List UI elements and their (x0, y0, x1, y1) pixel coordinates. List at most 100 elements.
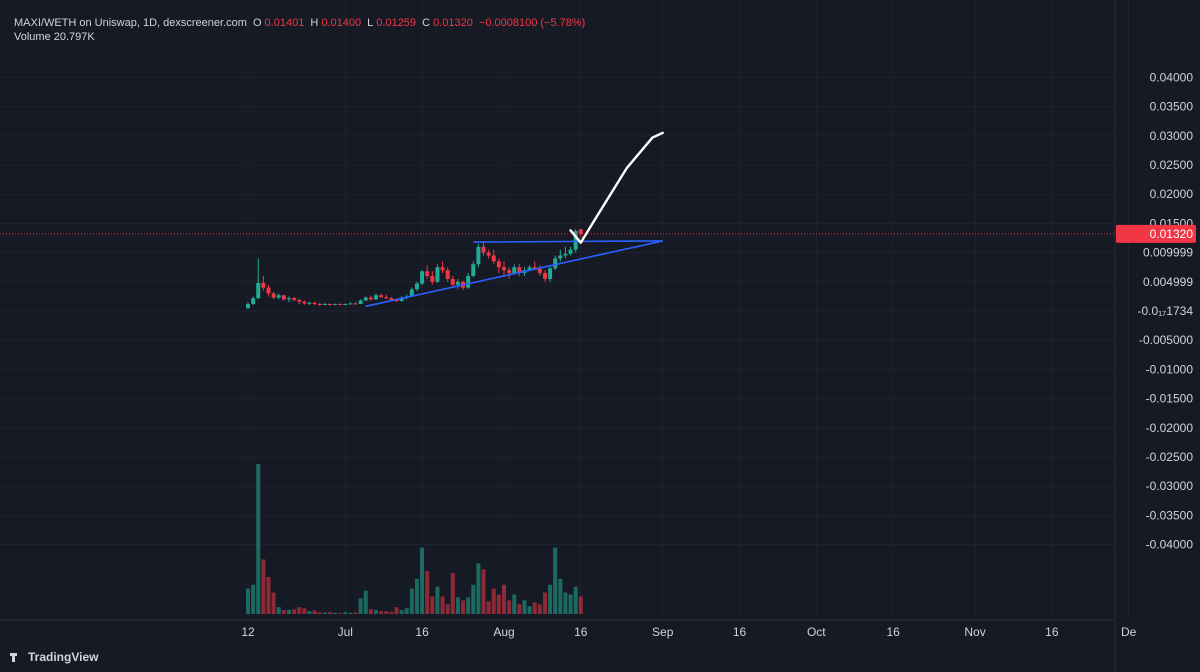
volume-bar (251, 584, 256, 614)
volume-bar (440, 596, 445, 614)
open-value: 0.01401 (264, 17, 305, 29)
time-tick-label: 16 (1045, 625, 1059, 639)
volume-bar (517, 604, 522, 614)
candle-body (481, 246, 486, 253)
candle-body (517, 267, 522, 274)
candle-body (292, 298, 297, 300)
volume-bar (527, 606, 532, 614)
volume-bar (297, 607, 302, 614)
candle-body (578, 229, 583, 234)
volume-bar (455, 597, 460, 614)
candle-body (542, 273, 547, 279)
price-tick-label: -0.04000 (1146, 538, 1194, 552)
volume-bar (261, 559, 266, 614)
volume-bar (343, 612, 348, 614)
candle-body (486, 252, 491, 256)
candle-body (271, 293, 276, 298)
grid (0, 0, 1130, 620)
candle-body (409, 289, 414, 297)
candle-body (307, 302, 312, 304)
open-label: O (252, 17, 262, 29)
candle-body (379, 295, 384, 297)
volume-bar (502, 584, 506, 614)
candle-body (266, 287, 271, 294)
price-tick-label: 0.009999 (1143, 246, 1193, 260)
volume-bar (573, 586, 578, 614)
price-tick-label: 0.03000 (1150, 129, 1194, 143)
price-tick-label: -0.02000 (1146, 421, 1194, 435)
volume-bar (399, 610, 404, 614)
candle-body (502, 267, 506, 271)
candle-body (338, 303, 343, 305)
volume-bar (281, 610, 286, 614)
candle-body (532, 267, 537, 269)
symbol-title[interactable]: MAXI/WETH on Uniswap, 1D, dexscreener.co… (14, 17, 247, 29)
volume-bar (379, 611, 384, 614)
candle-body (563, 253, 568, 256)
volume-bar (491, 588, 496, 614)
time-tick-label: Aug (493, 625, 514, 639)
time-tick-label: Jul (338, 625, 353, 639)
brand-name: TradingView (28, 650, 99, 664)
tradingview-logo-icon (10, 652, 24, 662)
candle-body (394, 299, 399, 302)
candle-body (548, 268, 553, 279)
volume-bar (389, 611, 394, 614)
price-tick-label: 0.02000 (1150, 187, 1194, 201)
volume-bar (266, 576, 271, 614)
price-tick-label: -0.01500 (1146, 392, 1194, 406)
candle-body (512, 267, 517, 274)
candle-body (333, 303, 338, 305)
candle-body (507, 270, 512, 274)
price-tag-box (1116, 224, 1196, 243)
volume-bar (394, 607, 399, 614)
volume-bar (414, 578, 419, 614)
volume-bar (471, 584, 476, 614)
volume-bar (563, 592, 568, 614)
candle-body (450, 278, 455, 285)
volume-bar (558, 578, 563, 614)
candle-body (327, 303, 332, 305)
time-axis[interactable]: 12 Jul 16 Aug 16 Sep 16 Oct 16 Nov 16 De (241, 625, 1136, 639)
candle-body (246, 303, 250, 309)
price-tick-label: 0.03500 (1150, 100, 1194, 114)
volume-bar (420, 547, 425, 614)
volume-bar (286, 609, 291, 614)
volume-bar (507, 600, 512, 614)
volume-bar (568, 594, 573, 614)
time-tick-label: 12 (241, 625, 255, 639)
candle-body (343, 303, 348, 305)
time-tick-label: De (1121, 625, 1137, 639)
volume-bar (276, 607, 281, 614)
price-tick-label: 0.02500 (1150, 158, 1194, 172)
volume-bar (302, 608, 307, 614)
candle-body (491, 255, 496, 262)
price-axis[interactable]: 0.040000.035000.030000.025000.020000.015… (1137, 70, 1193, 551)
legend-header: MAXI/WETH on Uniswap, 1D, dexscreener.co… (14, 17, 588, 29)
volume-bar (307, 611, 312, 614)
price-tick-label: -0.005000 (1139, 333, 1193, 347)
volume-bar (338, 613, 343, 614)
volume-bar (542, 592, 547, 614)
volume-bar (256, 464, 261, 614)
high-label: H (310, 17, 319, 29)
candle-body (322, 303, 327, 305)
trendline-support (365, 240, 663, 308)
volume-bar (384, 611, 389, 614)
low-label: L (367, 17, 374, 29)
volume-bar (435, 586, 440, 614)
time-tick-label: 16 (574, 625, 588, 639)
candle-body (399, 297, 404, 302)
volume-bar (312, 610, 317, 614)
volume-bar (486, 601, 491, 614)
high-value: 0.01400 (321, 17, 362, 29)
volume-bar (363, 590, 368, 614)
candle-body (430, 275, 435, 282)
volume-bar (409, 588, 414, 614)
candle-body (553, 258, 558, 269)
volume-label[interactable]: Volume (14, 31, 51, 43)
time-tick-label: Sep (652, 625, 674, 639)
tradingview-logo[interactable]: TradingView (10, 650, 98, 664)
